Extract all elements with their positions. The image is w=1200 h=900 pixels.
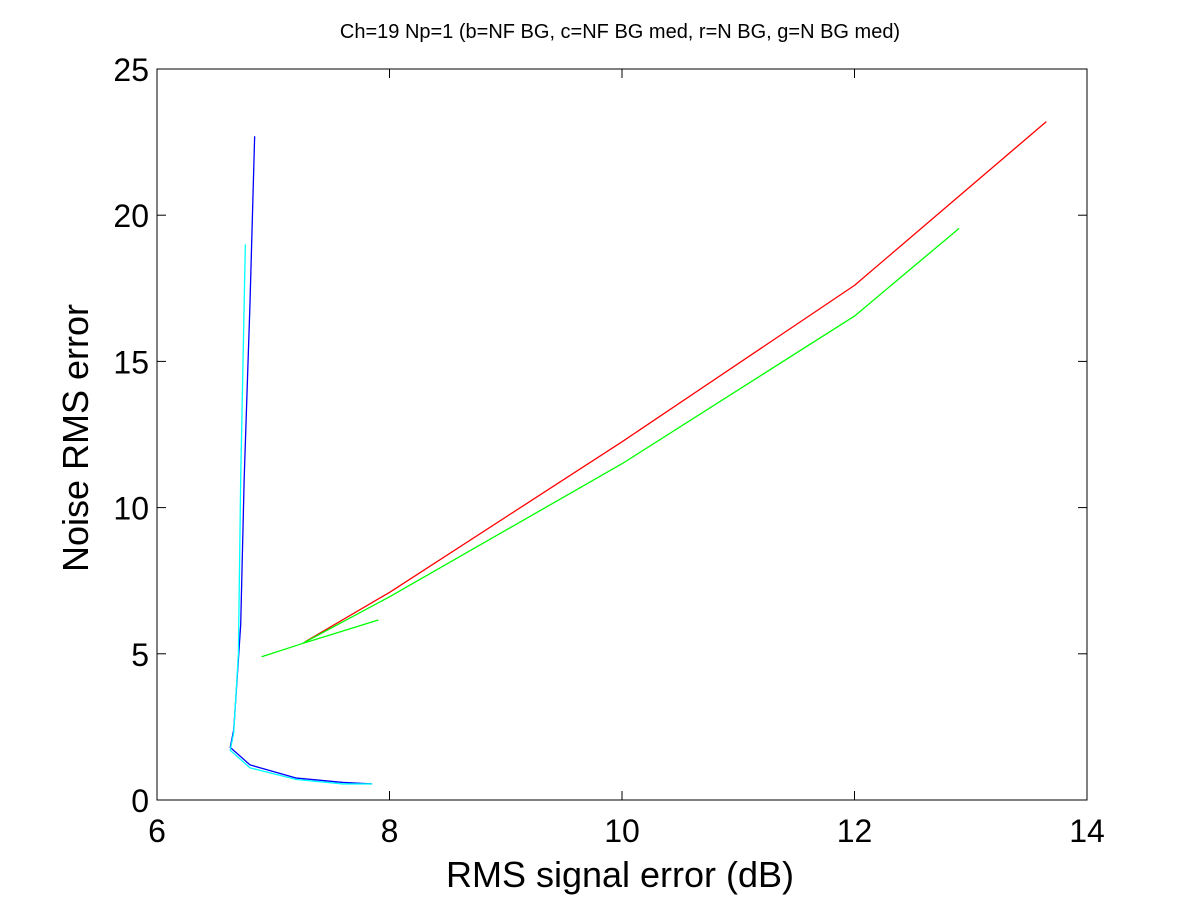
y-axis-label: Noise RMS error [55,304,96,572]
chart-title: Ch=19 Np=1 (b=NF BG, c=NF BG med, r=N BG… [340,21,900,43]
x-tick-label: 10 [604,813,640,849]
x-axis-label: RMS signal error (dB) [446,854,794,895]
series-lines [229,121,1047,785]
y-tick-label: 5 [131,637,149,673]
series-line-2 [229,244,373,785]
series-line-4 [261,227,960,658]
y-tick-label: 20 [113,198,149,234]
y-tick-label: 0 [131,783,149,819]
x-tick-label: 8 [381,813,399,849]
y-tick-label: 25 [113,52,149,88]
plot-area [156,68,1088,801]
series-line-3 [304,121,1047,643]
axis-ticks: 6 8 10 12 14 0 5 10 15 20 25 [113,52,1104,849]
y-tick-label: 10 [113,491,149,527]
x-tick-label: 6 [148,813,166,849]
x-tick-label: 14 [1069,813,1105,849]
y-tick-label: 15 [113,344,149,380]
x-tick-label: 12 [837,813,873,849]
